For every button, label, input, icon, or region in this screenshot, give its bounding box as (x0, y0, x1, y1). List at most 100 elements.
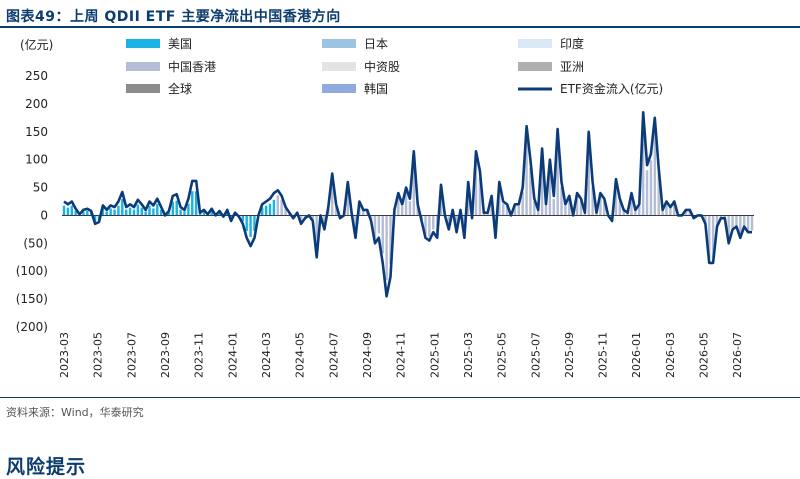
y-tick-label: 50 (33, 181, 48, 195)
bar (552, 198, 555, 216)
bar (708, 215, 711, 259)
bar (544, 205, 548, 216)
bar (171, 201, 175, 216)
bar (140, 207, 143, 216)
x-tick-label: 2024-07 (327, 332, 340, 378)
bar (502, 203, 505, 216)
bar (210, 210, 213, 216)
x-tick-label: 2023-09 (159, 332, 172, 378)
bar-series (62, 122, 754, 281)
legend-label: 亚洲 (560, 60, 584, 74)
bar (661, 210, 664, 216)
etf-flow-line (63, 111, 752, 298)
bar (537, 210, 540, 216)
bar (241, 215, 245, 222)
bar (175, 200, 178, 216)
y-tick-label: 250 (25, 69, 48, 83)
bar (159, 209, 163, 216)
bar (377, 215, 381, 234)
bar (261, 207, 264, 216)
bar (284, 208, 287, 216)
bar (645, 170, 649, 216)
bar (715, 215, 719, 226)
bar (575, 196, 579, 216)
bar (428, 215, 431, 237)
y-tick-label: (100) (16, 264, 48, 278)
x-tick-label: 2026-07 (731, 332, 744, 378)
x-axis: 2023-03 2023-05 2023-07 2023-09 2023-11 2024-… (58, 332, 744, 378)
bar (513, 205, 517, 216)
bar (739, 215, 742, 236)
bar (723, 215, 727, 218)
bar (167, 212, 171, 216)
legend-swatch (126, 84, 160, 93)
bar (560, 186, 563, 216)
legend-label: 中国香港 (168, 59, 216, 74)
bar (381, 215, 384, 254)
bar (653, 127, 657, 216)
bar (556, 141, 559, 216)
bar (389, 215, 392, 265)
x-tick-label: 2023-07 (125, 332, 138, 378)
bar (105, 211, 108, 216)
bar (218, 212, 221, 216)
x-tick-label: 2024-03 (260, 332, 273, 378)
bar (303, 215, 307, 218)
bar (735, 215, 738, 226)
bar (669, 207, 672, 216)
bar (630, 196, 633, 216)
bar (299, 215, 303, 223)
bar (474, 160, 478, 216)
bar (579, 201, 583, 216)
bar (649, 160, 653, 216)
bar (400, 205, 404, 216)
bar (540, 158, 544, 216)
bar (276, 195, 279, 216)
legend-label: 印度 (560, 36, 584, 51)
bar (253, 215, 256, 232)
bar (626, 213, 629, 216)
bar (82, 211, 85, 216)
bar (684, 210, 688, 216)
legend-swatch (518, 62, 552, 71)
x-tick-label: 2026-05 (698, 332, 711, 378)
bar (467, 186, 470, 216)
bar (711, 215, 715, 259)
bar (564, 205, 567, 216)
x-tick-label: 2024-01 (226, 332, 239, 378)
x-tick-label: 2026-01 (630, 332, 643, 378)
legend-label: 日本 (364, 37, 388, 51)
bar (198, 213, 202, 216)
bar (136, 204, 140, 216)
y-tick-label: 100 (25, 153, 48, 167)
bar (272, 199, 276, 216)
bar (595, 213, 598, 216)
bar (673, 202, 676, 216)
bar (583, 213, 587, 216)
bar (66, 207, 70, 216)
bar (665, 202, 668, 216)
bar (101, 208, 105, 216)
y-tick-label: (50) (23, 236, 48, 250)
bar (447, 215, 451, 228)
bar (505, 205, 509, 216)
bar (641, 122, 645, 216)
bar (86, 210, 89, 216)
legend-label: 韩国 (364, 81, 388, 96)
legend-swatch (518, 39, 552, 48)
bar (548, 168, 552, 216)
bar (478, 177, 482, 216)
x-tick-label: 2023-03 (58, 332, 71, 378)
bar (187, 203, 190, 216)
legend-swatch (322, 62, 356, 71)
bar (132, 209, 136, 216)
x-tick-label: 2025-01 (428, 332, 441, 378)
y-unit-label: (亿元) (20, 37, 53, 52)
x-tick-label: 2024-11 (395, 332, 408, 378)
bar (74, 210, 77, 216)
bar (603, 201, 606, 216)
bar (704, 215, 707, 223)
bar (152, 208, 155, 216)
y-axis: 250 200 150 100 50 0 (50) (100) (150) (200) (16, 69, 48, 334)
bar (323, 215, 326, 227)
